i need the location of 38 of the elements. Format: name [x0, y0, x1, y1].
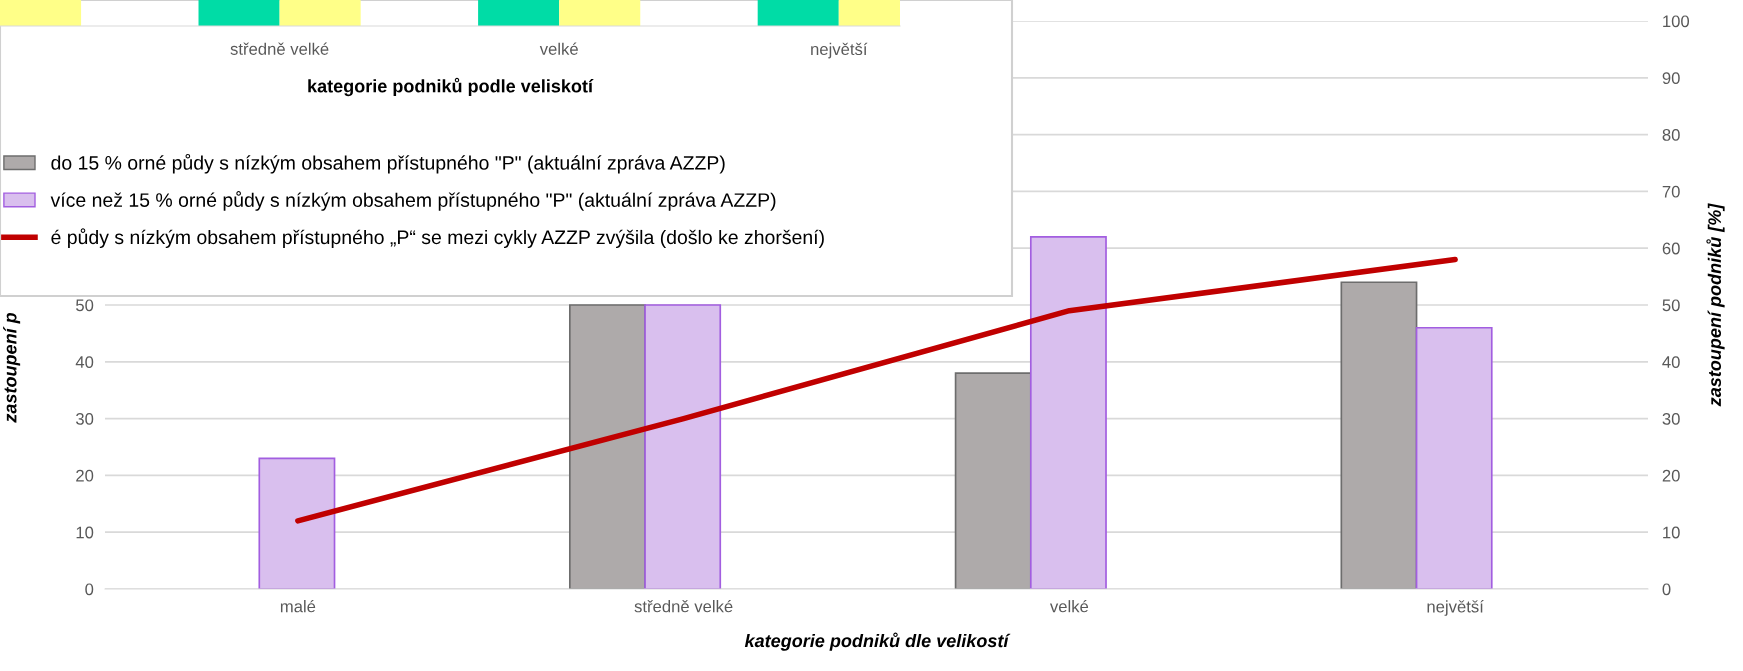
x-axis-title: kategorie podniků podle veliskotí: [308, 77, 594, 97]
y2-tick-label: 60: [1662, 242, 1680, 255]
legend-label: do 15 % orné půdy s nízkým obsahem přístupného "P" (aktuální zpráva AZZP): [51, 153, 725, 174]
x-tick-label: největší: [811, 42, 868, 59]
x-tick-label: malé: [280, 599, 316, 613]
y2-tick-label: 10: [1663, 526, 1680, 539]
y2-tick-label: 90: [1662, 72, 1680, 84]
bar: [1415, 326, 1493, 589]
legend-label: více než 15 % orné půdy s nízkým obsahem přístupného "P" (aktuální zpráva AZZP): [50, 191, 776, 211]
y2-axis-title: zastoupení podniků [%]: [1706, 203, 1725, 407]
bar: [258, 457, 336, 589]
y2-tick-label: 50: [1662, 299, 1680, 312]
y-tick-label: 10: [76, 526, 94, 539]
y2-tick-label: 0: [1662, 583, 1671, 596]
y2-tick-label: 80: [1662, 129, 1680, 141]
y-tick-label: 20: [76, 469, 94, 482]
y-axis-title: zastoupení p: [3, 312, 21, 423]
x-tick-label: středně velké: [230, 42, 329, 55]
y2-tick-label: 100: [1663, 15, 1690, 28]
y-tick-label: 0: [85, 583, 94, 596]
bar: [568, 304, 646, 589]
bar: [644, 304, 722, 589]
y-tick-label: 30: [75, 413, 94, 425]
y-tick-label: 40: [75, 356, 94, 368]
y2-tick-label: 40: [1662, 356, 1680, 368]
x-tick-label: velké: [539, 42, 578, 55]
y-tick-label: 50: [76, 299, 94, 312]
x-tick-label: největší: [1427, 600, 1484, 616]
x-tick-label: velké: [1049, 599, 1089, 613]
bar: [1340, 281, 1418, 589]
bar: [1029, 236, 1107, 589]
bar: [954, 372, 1032, 589]
x-tick-label: středně velké: [634, 599, 733, 613]
y2-tick-label: 30: [1662, 413, 1680, 425]
legend-label: é půdy s nízkým obsahem přístupného „P“ se mezi cykly AZZP zvýšila (došlo ke zhoršení): [51, 228, 824, 249]
y2-tick-label: 20: [1662, 469, 1680, 482]
x-axis-title: kategorie podniků dle velikostí: [744, 632, 1011, 651]
y2-tick-label: 70: [1662, 185, 1680, 198]
